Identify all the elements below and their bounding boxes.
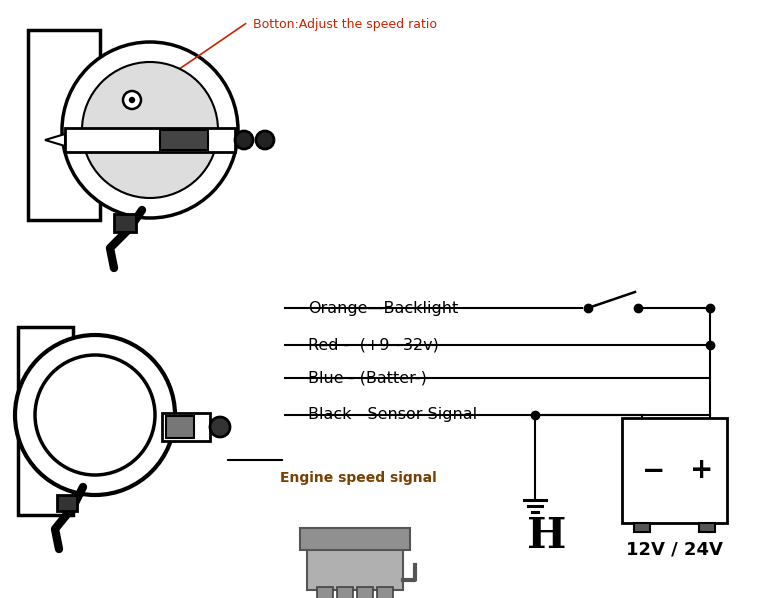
Bar bbox=[65, 128, 235, 152]
Bar bbox=[634, 523, 650, 532]
Text: Red -  (+9~32v): Red - (+9~32v) bbox=[308, 337, 439, 352]
Circle shape bbox=[256, 131, 274, 149]
Bar bbox=[300, 528, 410, 550]
Text: 12V / 24V: 12V / 24V bbox=[626, 541, 723, 559]
Bar bbox=[357, 587, 373, 598]
Bar bbox=[57, 495, 77, 511]
Bar bbox=[166, 416, 194, 438]
Bar bbox=[162, 413, 210, 441]
Bar bbox=[622, 418, 727, 523]
Text: Orange—Backlight: Orange—Backlight bbox=[308, 301, 458, 316]
Bar bbox=[377, 587, 393, 598]
Bar bbox=[317, 587, 333, 598]
Circle shape bbox=[35, 355, 155, 475]
Text: Black - Sensor Signal: Black - Sensor Signal bbox=[308, 407, 477, 423]
Circle shape bbox=[130, 97, 135, 102]
Text: Blue - (Batter-): Blue - (Batter-) bbox=[308, 371, 427, 386]
Circle shape bbox=[123, 91, 141, 109]
Circle shape bbox=[210, 417, 230, 437]
Text: Engine speed signal: Engine speed signal bbox=[280, 471, 437, 485]
Bar bbox=[160, 130, 208, 150]
Bar bbox=[114, 214, 136, 232]
Circle shape bbox=[15, 335, 175, 495]
Circle shape bbox=[235, 131, 253, 149]
Bar bbox=[18, 327, 73, 515]
Bar bbox=[28, 30, 100, 220]
Circle shape bbox=[62, 42, 238, 218]
Bar bbox=[307, 532, 403, 590]
Circle shape bbox=[82, 62, 218, 198]
Text: −: − bbox=[642, 456, 666, 484]
Text: H: H bbox=[527, 515, 567, 557]
Text: +: + bbox=[690, 456, 713, 484]
Text: Botton:Adjust the speed ratio: Botton:Adjust the speed ratio bbox=[253, 18, 437, 31]
Bar bbox=[337, 587, 353, 598]
Polygon shape bbox=[45, 134, 65, 146]
Bar bbox=[699, 523, 715, 532]
